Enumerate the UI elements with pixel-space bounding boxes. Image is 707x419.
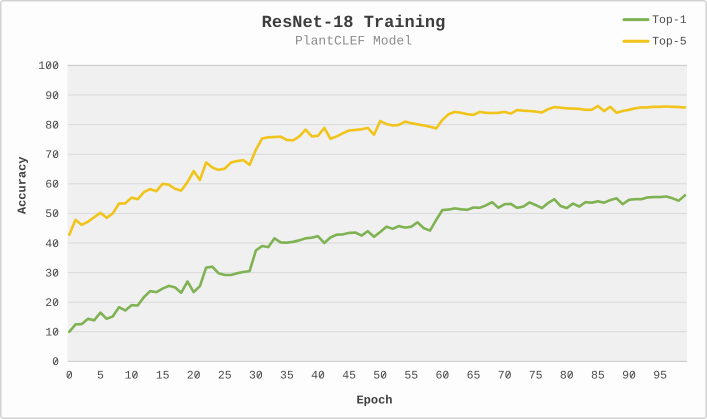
- svg-text:100: 100: [38, 60, 59, 73]
- svg-text:35: 35: [280, 369, 294, 382]
- svg-text:Top-1: Top-1: [652, 14, 687, 27]
- svg-text:45: 45: [342, 369, 356, 382]
- svg-text:30: 30: [249, 369, 263, 382]
- svg-text:ResNet-18 Training: ResNet-18 Training: [262, 14, 446, 33]
- svg-text:70: 70: [498, 369, 512, 382]
- svg-text:10: 10: [125, 369, 139, 382]
- svg-text:Accuracy: Accuracy: [16, 156, 30, 214]
- svg-text:15: 15: [156, 369, 170, 382]
- svg-text:Top-5: Top-5: [652, 36, 687, 49]
- svg-text:0: 0: [66, 369, 73, 382]
- svg-text:90: 90: [622, 369, 636, 382]
- svg-text:40: 40: [45, 238, 59, 251]
- svg-text:60: 60: [435, 369, 449, 382]
- svg-text:65: 65: [467, 369, 481, 382]
- svg-text:90: 90: [45, 90, 59, 103]
- svg-text:75: 75: [529, 369, 543, 382]
- svg-text:80: 80: [45, 119, 59, 132]
- svg-text:70: 70: [45, 149, 59, 162]
- svg-text:55: 55: [404, 369, 418, 382]
- svg-text:Epoch: Epoch: [356, 394, 392, 408]
- svg-text:80: 80: [560, 369, 574, 382]
- svg-text:30: 30: [45, 267, 59, 280]
- svg-text:PlantCLEF Model: PlantCLEF Model: [295, 33, 412, 48]
- svg-text:20: 20: [187, 369, 201, 382]
- svg-text:50: 50: [373, 369, 387, 382]
- svg-text:50: 50: [45, 208, 59, 221]
- svg-text:60: 60: [45, 179, 59, 192]
- svg-text:10: 10: [45, 327, 59, 340]
- svg-text:5: 5: [97, 369, 104, 382]
- svg-text:0: 0: [52, 356, 59, 369]
- svg-text:85: 85: [591, 369, 605, 382]
- svg-text:40: 40: [311, 369, 325, 382]
- svg-text:95: 95: [653, 369, 667, 382]
- svg-text:25: 25: [218, 369, 232, 382]
- svg-text:20: 20: [45, 297, 59, 310]
